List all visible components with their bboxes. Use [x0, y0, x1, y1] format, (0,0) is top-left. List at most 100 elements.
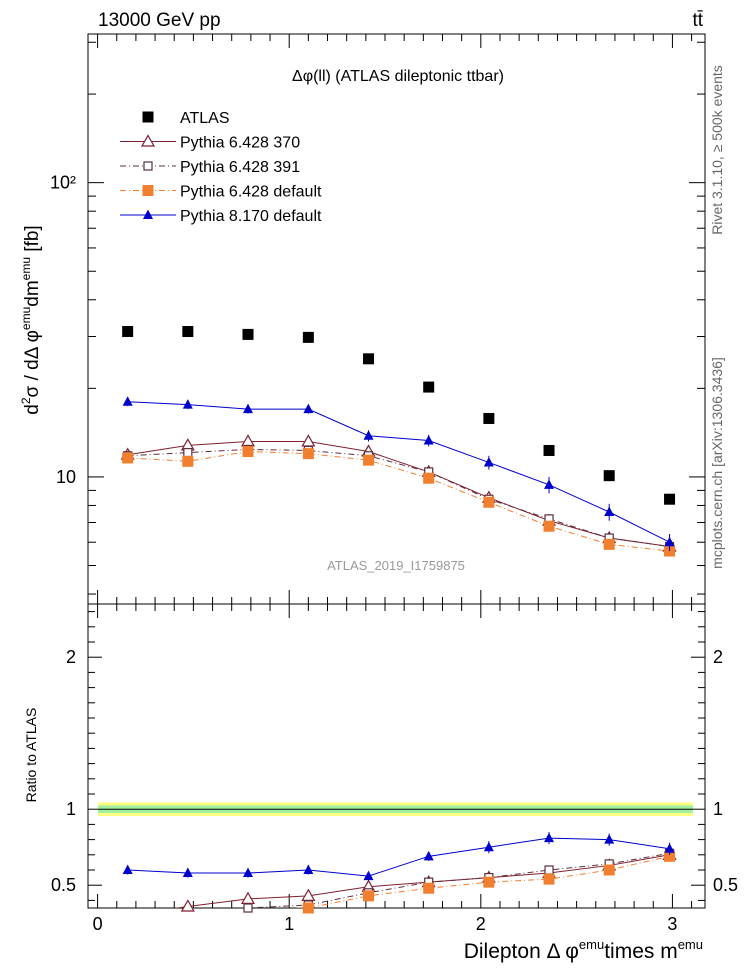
- ratio-y-tick-label: 1: [66, 799, 76, 819]
- series-line: [127, 401, 670, 543]
- series-pythia-6-428-370: [120, 434, 677, 552]
- data-point: [122, 452, 134, 464]
- ratio-line: [174, 854, 670, 908]
- data-point: [182, 455, 194, 467]
- ratio-point: [664, 843, 675, 853]
- ratio-point: [303, 864, 314, 874]
- data-point: [122, 326, 134, 338]
- legend-marker: [142, 111, 154, 123]
- data-point: [363, 454, 375, 466]
- data-point: [182, 326, 194, 338]
- data-point: [483, 412, 495, 424]
- ratio-point: [483, 841, 494, 852]
- ratio-point: [243, 903, 253, 913]
- ratio-y-tick-label-right: 0.5: [713, 875, 738, 895]
- ratio-point: [664, 850, 676, 862]
- x-tick-label: 1: [284, 914, 294, 934]
- legend: ATLAS Pythia 6.428 370 Pythia 6.428 391 Pyt…: [120, 110, 322, 225]
- series-line: [127, 451, 670, 552]
- ratio-series-pythia-6-428-370: [174, 847, 677, 912]
- x-tick-label: 2: [476, 914, 486, 934]
- data-point: [603, 470, 615, 482]
- ratio-point: [423, 882, 435, 894]
- ratio-point: [363, 890, 375, 902]
- ratio-y-axis-title: Ratio to ATLAS: [23, 708, 39, 803]
- data-point: [664, 536, 675, 547]
- data-point: [240, 434, 256, 447]
- data-point: [242, 446, 254, 458]
- ratio-series-pythia-6-428-default: [288, 850, 676, 914]
- legend-label: ATLAS: [180, 110, 230, 127]
- data-point: [543, 520, 555, 532]
- rivet-version-label: Rivet 3.1.10, ≥ 500k events: [709, 65, 725, 235]
- main-y-axis-title: d2σ / dΔ φemudmemu [fb]: [19, 225, 43, 414]
- data-point: [242, 328, 254, 340]
- x-tick-label: 0: [93, 914, 103, 934]
- ratio-point: [180, 899, 195, 912]
- ratio-series-pythia-6-428-391: [243, 848, 675, 913]
- data-point: [423, 472, 435, 484]
- mcplots-label: mcplots.cern.ch [arXiv:1306.3436]: [709, 357, 725, 569]
- main-y-tick-label: 10: [56, 467, 76, 487]
- ratio-point: [182, 867, 193, 878]
- legend-label: Pythia 6.428 391: [180, 159, 300, 176]
- ratio-point: [363, 870, 374, 881]
- ratio-point: [603, 864, 615, 876]
- ratio-y-tick-label-right: 2: [713, 647, 723, 667]
- data-point: [544, 479, 555, 489]
- ratio-point: [240, 891, 256, 904]
- plot-title: Δφ(ll) (ATLAS dileptonic ttbar): [292, 68, 504, 85]
- data-point: [182, 399, 193, 409]
- legend-label: Pythia 6.428 370: [180, 135, 300, 152]
- series-atlas: [122, 326, 676, 505]
- legend-marker: [140, 134, 156, 147]
- main-y-tick-label: 10²: [50, 173, 76, 193]
- data-point: [423, 381, 435, 393]
- data-point: [303, 403, 314, 414]
- data-point: [122, 396, 133, 406]
- ratio-line: [243, 852, 670, 908]
- ratio-y-tick-label-right: 1: [713, 799, 723, 819]
- legend-marker: [143, 161, 153, 171]
- series-pythia-8-170-default: [122, 396, 675, 552]
- data-point: [242, 403, 253, 414]
- data-point: [543, 444, 555, 456]
- ratio-point: [543, 873, 555, 885]
- legend-label: Pythia 6.428 default: [180, 184, 322, 201]
- analysis-id: ATLAS_2019_I1759875: [327, 558, 465, 573]
- data-point: [302, 331, 314, 343]
- ratio-y-tick-label: 2: [66, 647, 76, 667]
- ratio-series-pythia-8-170-default: [122, 832, 675, 881]
- ratio-point: [483, 876, 495, 888]
- ratio-plot-frame: [87, 603, 706, 909]
- series-line: [127, 448, 670, 548]
- ratio-point: [302, 902, 314, 914]
- series-line: [127, 440, 670, 548]
- data-point: [302, 448, 314, 460]
- process-label: tt̄: [692, 10, 703, 31]
- collision-label: 13000 GeV pp: [98, 10, 221, 31]
- ratio-point: [544, 832, 555, 843]
- ratio-point: [604, 834, 615, 844]
- data-point: [183, 447, 193, 458]
- ratio-point: [122, 864, 133, 874]
- x-axis-title: Dilepton Δ φemutimes memu: [464, 937, 703, 963]
- data-point: [603, 538, 615, 550]
- ratio-line: [127, 837, 670, 877]
- data-point: [664, 493, 676, 505]
- data-point: [483, 496, 495, 508]
- legend-marker: [143, 209, 153, 219]
- legend-label: Pythia 8.170 default: [180, 208, 322, 225]
- ratio-y-tick-label: 0.5: [51, 875, 76, 895]
- data-point: [423, 434, 434, 445]
- ratio-point: [242, 867, 253, 878]
- ratio-point: [301, 888, 316, 901]
- series-pythia-6-428-default: [122, 446, 676, 557]
- ratio-point: [544, 865, 554, 875]
- data-point: [483, 456, 494, 467]
- data-point: [363, 353, 375, 365]
- data-point: [301, 434, 316, 447]
- ratio-point: [423, 850, 434, 861]
- data-point: [363, 430, 374, 440]
